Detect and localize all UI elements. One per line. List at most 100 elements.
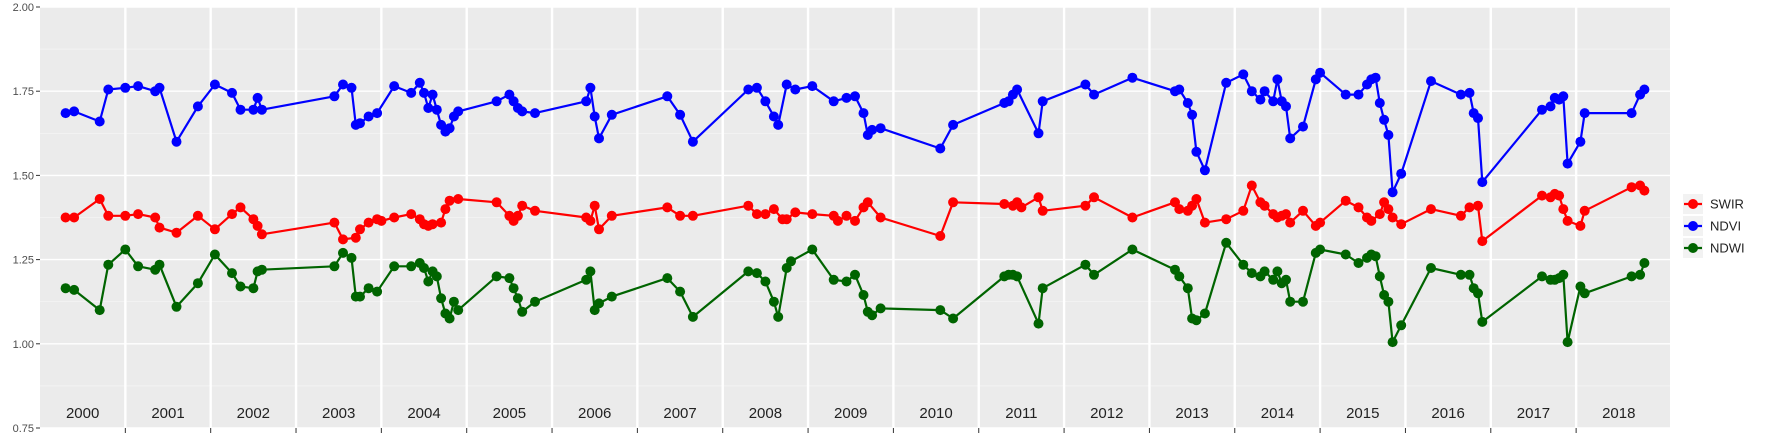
- data-point: [594, 133, 604, 144]
- data-point: [786, 256, 796, 267]
- legend-key-point: [1688, 243, 1698, 253]
- data-point: [491, 197, 502, 208]
- data-point: [1537, 190, 1547, 201]
- data-point: [1221, 77, 1232, 88]
- data-point: [1562, 215, 1573, 226]
- data-point: [444, 313, 455, 324]
- data-point: [1426, 204, 1436, 215]
- year-label: 2011: [1005, 405, 1037, 422]
- data-point: [227, 268, 237, 279]
- legend-label: SWIR: [1710, 197, 1744, 212]
- data-point: [103, 210, 114, 221]
- data-point: [192, 101, 203, 112]
- data-point: [389, 81, 400, 92]
- data-point: [585, 215, 596, 226]
- data-point: [1272, 74, 1283, 85]
- data-point: [227, 87, 237, 98]
- data-point: [781, 79, 792, 90]
- data-point: [1353, 202, 1364, 213]
- data-point: [850, 91, 860, 102]
- data-point: [171, 227, 182, 238]
- data-point: [1639, 258, 1650, 268]
- data-point: [743, 266, 754, 277]
- data-point: [504, 273, 515, 284]
- data-point: [1298, 296, 1308, 307]
- y-tick-label: 1.25: [13, 255, 34, 267]
- data-point: [948, 119, 959, 130]
- year-label: 2001: [151, 405, 184, 422]
- data-point: [1199, 308, 1210, 319]
- data-point: [760, 276, 771, 287]
- data-point: [662, 91, 673, 102]
- year-label: 2017: [1517, 405, 1550, 422]
- year-label: 2012: [1090, 405, 1123, 422]
- data-point: [389, 212, 400, 223]
- data-point: [1016, 202, 1027, 213]
- year-label: 2016: [1431, 405, 1464, 422]
- data-point: [453, 194, 464, 204]
- data-point: [1575, 220, 1586, 231]
- data-point: [1033, 192, 1044, 203]
- data-point: [103, 84, 114, 95]
- data-point: [1562, 158, 1573, 169]
- data-point: [419, 87, 429, 98]
- data-point: [1473, 113, 1483, 124]
- data-point: [751, 268, 762, 279]
- data-point: [363, 217, 374, 228]
- data-point: [935, 305, 946, 316]
- data-point: [427, 89, 438, 100]
- data-point: [355, 118, 365, 129]
- data-point: [1579, 288, 1590, 299]
- data-point: [406, 87, 417, 98]
- data-point: [60, 108, 71, 119]
- data-point: [60, 212, 71, 223]
- data-point: [1199, 217, 1210, 228]
- data-point: [350, 232, 361, 243]
- data-point: [1340, 249, 1351, 260]
- data-point: [94, 305, 105, 316]
- data-point: [406, 209, 417, 220]
- data-point: [1455, 210, 1466, 221]
- data-point: [1033, 318, 1044, 329]
- data-point: [363, 283, 374, 294]
- data-point: [1191, 194, 1202, 204]
- data-point: [858, 108, 869, 119]
- data-point: [1285, 217, 1296, 228]
- data-point: [1080, 259, 1091, 270]
- data-point: [687, 210, 698, 221]
- data-point: [675, 210, 686, 221]
- data-point: [773, 119, 784, 130]
- data-point: [346, 252, 357, 263]
- data-point: [235, 202, 246, 213]
- data-point: [1464, 87, 1475, 98]
- y-tick-label: 1.75: [13, 86, 34, 98]
- data-point: [1626, 108, 1637, 119]
- data-point: [150, 212, 161, 223]
- data-point: [252, 220, 263, 231]
- y-tick-label: 2.00: [13, 2, 34, 14]
- data-point: [372, 108, 383, 119]
- year-label: 2004: [407, 405, 440, 422]
- data-point: [1037, 205, 1048, 216]
- data-point: [235, 104, 246, 115]
- data-point: [517, 200, 528, 211]
- data-point: [94, 194, 105, 204]
- data-point: [1558, 91, 1569, 102]
- data-point: [1012, 271, 1023, 282]
- data-point: [589, 200, 600, 211]
- data-point: [431, 271, 442, 282]
- data-point: [1298, 121, 1308, 132]
- data-point: [517, 106, 528, 117]
- data-point: [1562, 337, 1573, 348]
- data-point: [1473, 200, 1483, 211]
- data-point: [1379, 114, 1390, 125]
- data-point: [850, 215, 860, 226]
- legend-label: NDWI: [1710, 241, 1745, 256]
- data-point: [581, 96, 592, 107]
- data-point: [606, 109, 617, 120]
- data-point: [581, 274, 592, 285]
- data-point: [1473, 288, 1483, 299]
- data-point: [1370, 72, 1381, 83]
- year-label: 2009: [834, 405, 867, 422]
